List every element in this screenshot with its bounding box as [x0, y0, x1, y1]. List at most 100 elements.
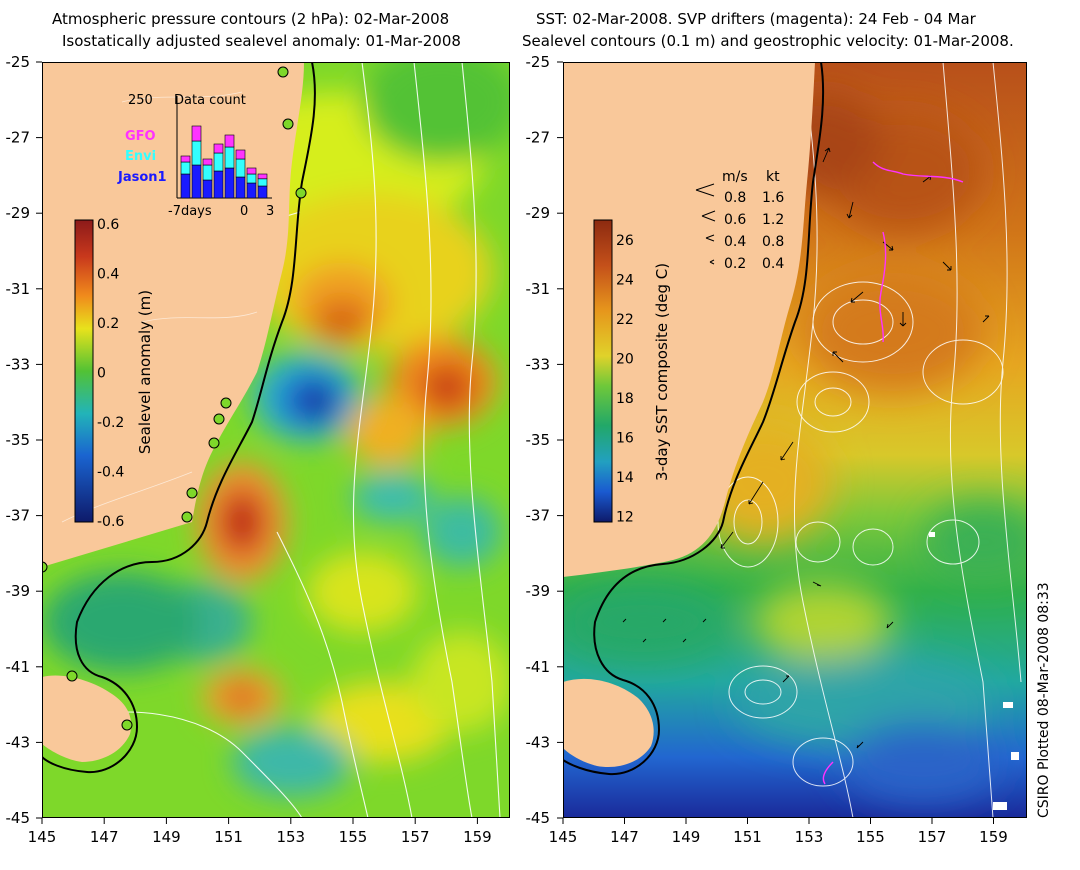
lat-tick-left: -41: [6, 658, 31, 676]
inset-bar: [224, 167, 235, 199]
lat-tick-left: -37: [6, 507, 31, 525]
speed-kt-2: 0.8: [762, 234, 784, 250]
speed-kt-0: 1.6: [762, 190, 784, 206]
lat-tick-right: -25: [526, 53, 551, 71]
lon-tick-right: 153: [795, 828, 824, 846]
sealevel-colorbar-tick: -0.6: [97, 514, 124, 530]
svp-drifter-tracks: [822, 161, 964, 785]
lon-tick-right: 147: [610, 828, 639, 846]
sealevel-anomaly-map: [42, 62, 510, 818]
lon-tick-right: 149: [672, 828, 701, 846]
inset-bar: [202, 158, 213, 166]
sst-colorbar-tick: 26: [616, 233, 634, 249]
sst-colorbar-tick: 18: [616, 391, 634, 407]
lat-tick-right: -33: [526, 355, 551, 373]
lat-tick-left: -27: [6, 129, 31, 147]
lon-tick-left: 159: [463, 828, 492, 846]
lat-tick-left: -45: [6, 809, 31, 827]
lat-tick-right: -37: [526, 507, 551, 525]
speed-ms-0: 0.8: [724, 190, 746, 206]
right-title-line2: Sealevel contours (0.1 m) and geostrophi…: [522, 32, 1014, 50]
inset-bar: [213, 143, 224, 154]
lat-tick-left: -31: [6, 280, 31, 298]
lat-tick-right: -45: [526, 809, 551, 827]
inset-bar: [213, 152, 224, 172]
inset-bar: [246, 182, 257, 199]
left-title-line1: Atmospheric pressure contours (2 hPa): 0…: [52, 10, 450, 28]
inset-xtick-start: -7days: [168, 204, 212, 219]
inset-bar: [257, 178, 268, 187]
inset-bar: [224, 134, 235, 148]
lat-tick-right: -41: [526, 658, 551, 676]
credit-text: CSIRO Plotted 08-Mar-2008 08:33: [1036, 582, 1052, 818]
sealevel-colorbar-tick: -0.4: [97, 465, 124, 481]
sst-colorbar-tick: 24: [616, 273, 634, 289]
inset-bar: [180, 173, 191, 199]
inset-bar: [202, 164, 213, 181]
speed-header-ms: m/s: [722, 169, 748, 185]
speed-ms-3: 0.2: [724, 256, 746, 272]
lat-tick-left: -39: [6, 582, 31, 600]
legend-envi: Envi: [125, 149, 156, 164]
lon-tick-left: 157: [401, 828, 430, 846]
sealevel-colorbar: [74, 219, 94, 523]
sealevel-colorbar-tick: 0.6: [97, 217, 119, 233]
inset-bar: [191, 140, 202, 166]
sst-colorbar-tick: 12: [616, 510, 634, 526]
inset-xtick-end: 3: [266, 204, 274, 219]
lon-tick-left: 149: [152, 828, 181, 846]
lon-tick-right: 155: [856, 828, 885, 846]
inset-bar: [202, 179, 213, 199]
sst-colorbar-tick: 20: [616, 352, 634, 368]
inset-ymax-label: 250: [128, 93, 153, 108]
inset-bar: [213, 170, 224, 199]
inset-bar: [246, 173, 257, 184]
inset-bar: [257, 173, 268, 180]
inset-bar: [235, 176, 246, 199]
speed-kt-1: 1.2: [762, 212, 784, 228]
sealevel-colorbar-tick: 0: [97, 366, 106, 382]
sst-colorbar-tick: 22: [616, 312, 634, 328]
lon-tick-left: 147: [90, 828, 119, 846]
lat-tick-right: -27: [526, 129, 551, 147]
sealevel-colorbar-tick: 0.2: [97, 316, 119, 332]
sst-colorbar: [593, 219, 613, 523]
inset-title: Data count: [174, 93, 246, 108]
left-title-line2: Isostatically adjusted sealevel anomaly:…: [62, 32, 461, 50]
inset-bar: [191, 125, 202, 142]
lat-tick-left: -43: [6, 733, 31, 751]
right-title-line1: SST: 02-Mar-2008. SVP drifters (magenta)…: [536, 10, 976, 28]
sealevel-colorbar-tick: 0.4: [97, 267, 119, 283]
inset-xtick-zero: 0: [240, 204, 248, 219]
lon-tick-right: 159: [979, 828, 1008, 846]
sst-map: [563, 62, 1027, 818]
inset-bar: [180, 155, 191, 163]
speed-kt-3: 0.4: [762, 256, 784, 272]
lon-tick-left: 145: [28, 828, 57, 846]
sst-colorbar-tick: 14: [616, 470, 634, 486]
speed-header-kt: kt: [766, 169, 780, 185]
lat-tick-right: -35: [526, 431, 551, 449]
lat-tick-right: -29: [526, 204, 551, 222]
inset-bar: [235, 149, 246, 160]
speed-ms-1: 0.6: [724, 212, 746, 228]
inset-bar: [191, 164, 202, 199]
speed-legend: m/s kt 0.8 1.6 0.6 1.2 0.4 0.8 0.2 0.4: [695, 169, 784, 272]
lon-tick-left: 153: [276, 828, 305, 846]
lat-tick-left: -35: [6, 431, 31, 449]
inset-bar: [224, 146, 235, 169]
inset-bar: [257, 185, 268, 199]
speed-ms-2: 0.4: [724, 234, 746, 250]
lon-tick-right: 157: [918, 828, 947, 846]
inset-bar: [246, 167, 257, 175]
data-count-inset: 250 Data count GFO Envi Jason1 -7days 0 …: [117, 93, 274, 219]
lat-tick-right: -39: [526, 582, 551, 600]
lon-tick-left: 151: [214, 828, 243, 846]
sst-colorbar-tick: 16: [616, 431, 634, 447]
lat-tick-left: -33: [6, 355, 31, 373]
sealevel-colorbar-tick: -0.2: [97, 415, 124, 431]
sst-colorbar-label: 3-day SST composite (deg C): [653, 263, 671, 481]
lat-tick-right: -43: [526, 733, 551, 751]
lon-tick-left: 155: [339, 828, 368, 846]
